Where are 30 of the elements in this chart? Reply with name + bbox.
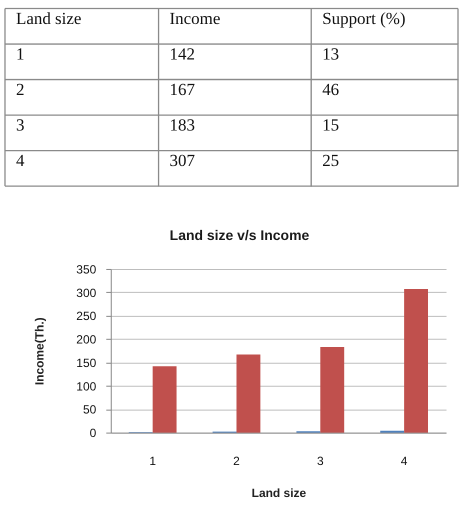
data-label: 307 xyxy=(170,151,195,170)
data-label: 15 xyxy=(322,116,340,135)
y-axis-title: Income(Th.) xyxy=(32,317,46,386)
y-tick-label: 2 xyxy=(16,80,24,100)
y-axis-title: Land size xyxy=(16,8,82,28)
y-tick-label: 4 xyxy=(16,151,25,170)
x-axis-title: Land size xyxy=(252,486,306,500)
data-label: 167 xyxy=(170,80,195,100)
y-tick-label: 0 xyxy=(90,426,97,440)
x-tick-label: 4 xyxy=(400,454,408,468)
y-tick-label: 1 xyxy=(16,44,24,64)
y-tick-label: 100 xyxy=(76,379,97,394)
chart-title: Land size v/s Income xyxy=(170,227,310,244)
y-tick-label: 3 xyxy=(16,116,24,135)
x-tick-label: 2 xyxy=(233,454,240,468)
x-tick-label: Income xyxy=(170,8,220,28)
data-label: 25 xyxy=(322,151,340,170)
data-label: 46 xyxy=(322,80,340,100)
x-tick-label: 3 xyxy=(316,454,324,468)
data-label: 142 xyxy=(170,44,195,64)
y-tick-label: 300 xyxy=(76,286,97,300)
data-label: 13 xyxy=(322,44,340,64)
data-label: 183 xyxy=(170,116,195,135)
y-tick-label: 250 xyxy=(76,309,97,324)
y-tick-label: 150 xyxy=(76,356,97,370)
y-tick-label: 200 xyxy=(76,332,97,347)
y-tick-label: 50 xyxy=(82,402,97,417)
x-tick-label: 1 xyxy=(149,454,156,468)
x-tick-label: Support (%) xyxy=(322,8,406,28)
y-tick-label: 350 xyxy=(76,262,97,276)
